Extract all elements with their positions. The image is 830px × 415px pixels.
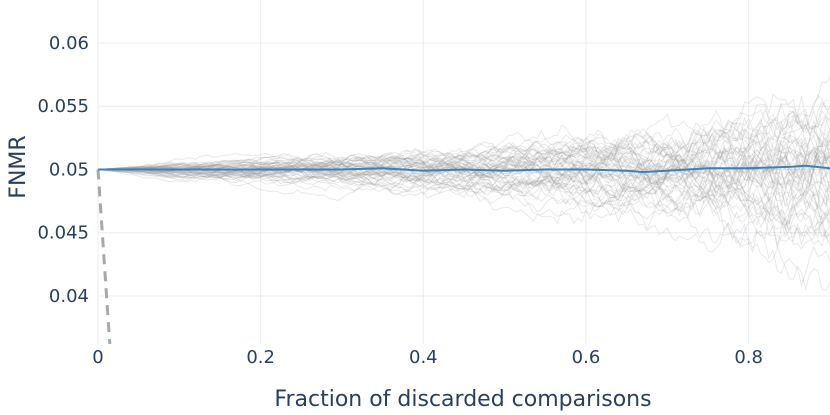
random-run-line xyxy=(98,121,830,179)
random-run-line xyxy=(97,120,830,186)
x-tick-label: 0.2 xyxy=(246,347,275,368)
x-tick-label: 0 xyxy=(92,347,103,368)
random-run-line xyxy=(97,154,830,239)
random-run-line xyxy=(97,145,830,198)
x-tick-label: 0.8 xyxy=(734,347,763,368)
random-run-line xyxy=(97,123,830,180)
y-axis-title: FNMR xyxy=(6,135,31,198)
random-run-line xyxy=(97,134,830,189)
random-run-line xyxy=(97,140,830,203)
random-run-line xyxy=(97,169,830,237)
random-run-line xyxy=(97,145,830,198)
random-run-line xyxy=(97,130,830,199)
random-run-line xyxy=(97,108,830,184)
random-run-line xyxy=(97,125,830,209)
random-run-line xyxy=(97,169,830,250)
random-run-line xyxy=(97,109,830,200)
reference-dashed-line xyxy=(96,169,112,345)
random-run-line xyxy=(97,109,830,182)
y-tick-label: 0.05 xyxy=(49,159,89,180)
random-run-line xyxy=(97,169,830,239)
random-run-line xyxy=(98,146,830,216)
random-run-line xyxy=(97,110,830,183)
random-run-line xyxy=(97,94,830,198)
reference-line xyxy=(96,169,112,345)
random-run-line xyxy=(97,123,830,181)
random-run-line xyxy=(98,141,830,205)
x-tick-label: 0.4 xyxy=(409,347,438,368)
random-run-line xyxy=(97,155,830,225)
random-run-line xyxy=(97,164,830,247)
random-run-line xyxy=(97,165,830,227)
y-tick-label: 0.055 xyxy=(37,96,89,117)
random-run-line xyxy=(97,169,830,288)
random-run-line xyxy=(98,132,830,200)
random-run-line xyxy=(97,114,830,178)
random-run-line xyxy=(97,141,830,205)
mean-line xyxy=(98,164,830,174)
random-run-line xyxy=(97,128,830,219)
x-tick-label: 0.6 xyxy=(572,347,601,368)
random-run-line xyxy=(97,93,830,174)
random-run-line xyxy=(97,105,830,181)
random-run-line xyxy=(97,165,830,231)
y-tick-label: 0.045 xyxy=(37,223,89,244)
y-tick-label: 0.06 xyxy=(49,33,89,54)
grid-lines xyxy=(97,0,830,344)
random-run-line xyxy=(97,156,830,242)
random-run-line xyxy=(97,118,830,192)
x-axis-ticks: 0 0.2 0.4 0.6 0.8 xyxy=(92,347,763,368)
random-run-line xyxy=(97,137,830,207)
random-run-line xyxy=(97,167,830,264)
random-run-line xyxy=(97,158,830,292)
random-run-line xyxy=(97,169,830,254)
random-run-line xyxy=(97,146,830,201)
random-run-line xyxy=(97,108,830,179)
random-run-line xyxy=(97,137,830,218)
random-run-line xyxy=(97,76,830,180)
y-axis-ticks: 0.04 0.045 0.05 0.055 0.06 xyxy=(37,33,89,307)
y-tick-label: 0.04 xyxy=(49,286,89,307)
random-run-line xyxy=(97,144,830,243)
random-runs xyxy=(97,76,830,292)
random-run-line xyxy=(97,117,830,177)
mean-fnmr-line xyxy=(98,164,830,174)
x-axis-title: Fraction of discarded comparisons xyxy=(274,387,651,412)
